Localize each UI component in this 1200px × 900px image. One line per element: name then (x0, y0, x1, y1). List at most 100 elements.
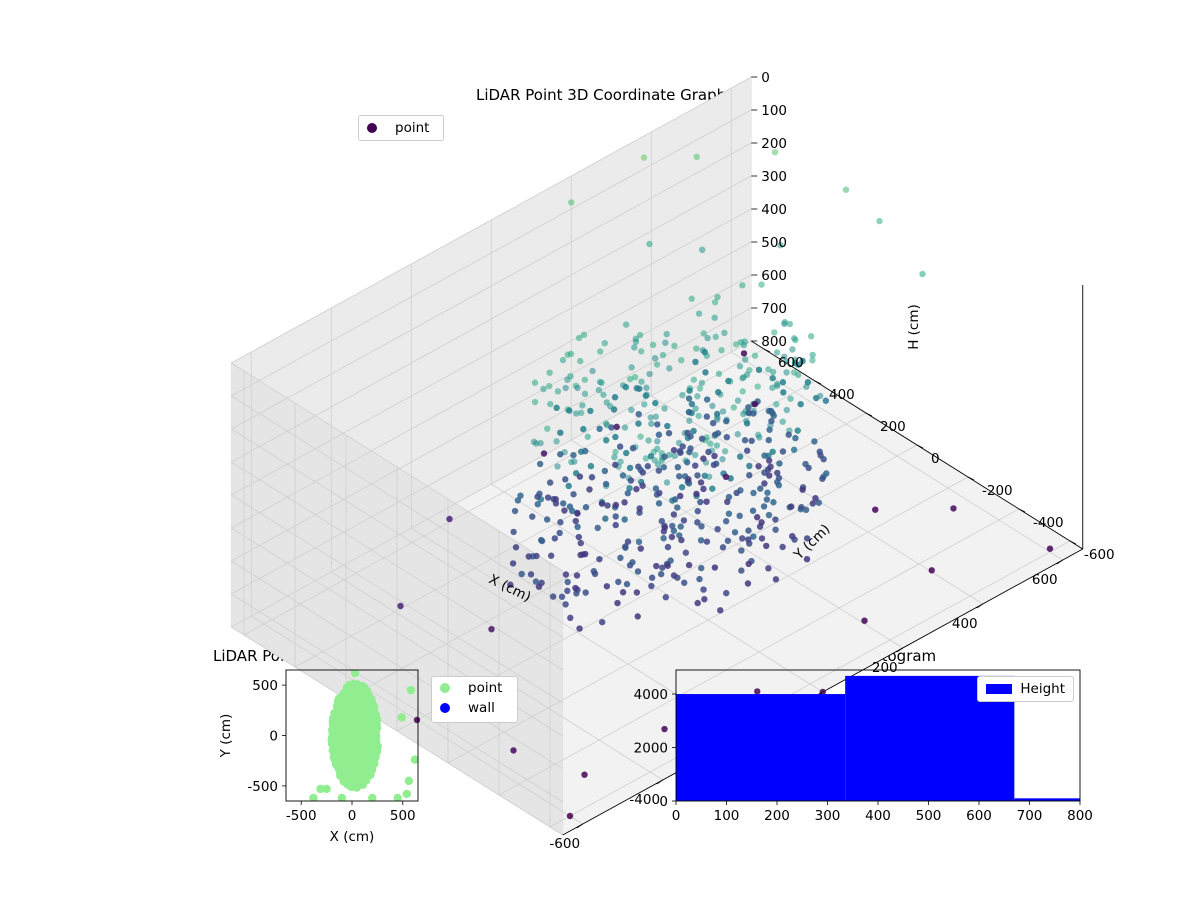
point-3d (694, 472, 701, 479)
histogram-bar (1014, 798, 1080, 801)
point-3d (514, 497, 522, 504)
z-axis-label-3d: H (cm) (906, 304, 922, 350)
point-3d (950, 505, 957, 512)
point-3d (629, 444, 637, 452)
point-3d (566, 812, 574, 820)
point-3d (651, 354, 659, 362)
point-2d (357, 752, 366, 762)
legend-3d: point (358, 115, 444, 141)
point-3d (664, 543, 672, 551)
x-tick-label-2d: 0 (348, 808, 357, 824)
point-3d (790, 446, 798, 453)
point-3d (608, 424, 615, 431)
x-tick-3d (896, 647, 903, 653)
point-3d (582, 504, 590, 511)
point-3d (576, 473, 584, 480)
legend-2d-point-marker (440, 683, 450, 693)
point-3d (750, 533, 757, 540)
point-2d (368, 793, 377, 801)
point-3d (612, 501, 620, 509)
point-3d (693, 153, 700, 160)
point-3d (635, 410, 642, 418)
point-3d (575, 533, 583, 541)
point-3d (754, 688, 761, 695)
point-3d (636, 505, 643, 512)
point-3d (612, 433, 619, 441)
point-3d (553, 438, 560, 445)
point-3d (710, 461, 718, 469)
point-3d (718, 347, 725, 354)
point-3d (738, 567, 745, 574)
x-tick-label-2d: 500 (390, 808, 416, 824)
x-tick-label-3d: 200 (872, 660, 898, 676)
point-3d (719, 544, 727, 551)
point-3d (658, 517, 665, 525)
point-3d (779, 379, 787, 386)
point-2d (410, 755, 418, 764)
point-3d (621, 424, 629, 431)
point-3d (616, 443, 624, 450)
y-tick-3d (814, 380, 822, 385)
point-3d (582, 550, 589, 558)
point-3d (540, 450, 548, 457)
point-3d (623, 449, 630, 457)
point-3d (745, 527, 752, 534)
y-tick-3d (967, 476, 975, 481)
point-3d (697, 498, 704, 506)
z-tick-label-3d: 400 (761, 202, 787, 218)
point-3d (602, 515, 609, 522)
grid-line (231, 208, 752, 496)
legend-3d-marker (367, 123, 377, 133)
point-3d (551, 535, 559, 542)
point-2d (344, 763, 353, 773)
point-3d (725, 377, 732, 385)
point-3d (711, 299, 719, 306)
legend-histogram-swatch (986, 684, 1013, 694)
point-3d (562, 571, 570, 578)
point-3d (776, 460, 783, 467)
point-3d (677, 523, 684, 530)
point-3d (596, 378, 604, 386)
x-tick-label-histogram: 100 (714, 808, 740, 824)
point-3d (760, 503, 768, 510)
y-tick-label-3d: -400 (1033, 515, 1064, 531)
point-3d (798, 503, 805, 511)
point-3d (700, 586, 707, 593)
point-3d (775, 474, 783, 482)
point-3d (1046, 545, 1054, 552)
point-3d (722, 473, 730, 480)
point-3d (581, 390, 589, 398)
point-3d (750, 489, 757, 497)
point-3d (624, 538, 632, 545)
point-3d (642, 392, 650, 399)
point-3d (809, 357, 816, 364)
point-3d (817, 452, 824, 459)
point-3d (758, 519, 765, 526)
point-3d (674, 504, 681, 511)
point-3d (574, 384, 581, 392)
point-3d (564, 587, 571, 595)
point-3d (823, 470, 830, 477)
point-3d (653, 361, 661, 368)
point-3d (621, 499, 628, 506)
point-3d (662, 339, 669, 346)
point-2d (350, 727, 360, 736)
point-3d (626, 464, 634, 472)
z-tick-label-3d: 500 (761, 235, 787, 251)
point-3d (723, 589, 730, 597)
point-3d (413, 716, 421, 724)
point-3d (749, 507, 757, 514)
point-2d (358, 704, 368, 714)
point-3d (783, 406, 790, 414)
point-3d (928, 567, 935, 574)
point-3d (574, 510, 581, 517)
point-3d (787, 395, 794, 402)
point-3d (685, 476, 692, 483)
point-3d (594, 524, 601, 532)
point-3d (612, 521, 619, 529)
point-3d (736, 512, 743, 520)
point-3d (544, 425, 551, 432)
point-3d (743, 447, 751, 454)
point-3d (638, 348, 645, 355)
point-3d (659, 564, 666, 571)
